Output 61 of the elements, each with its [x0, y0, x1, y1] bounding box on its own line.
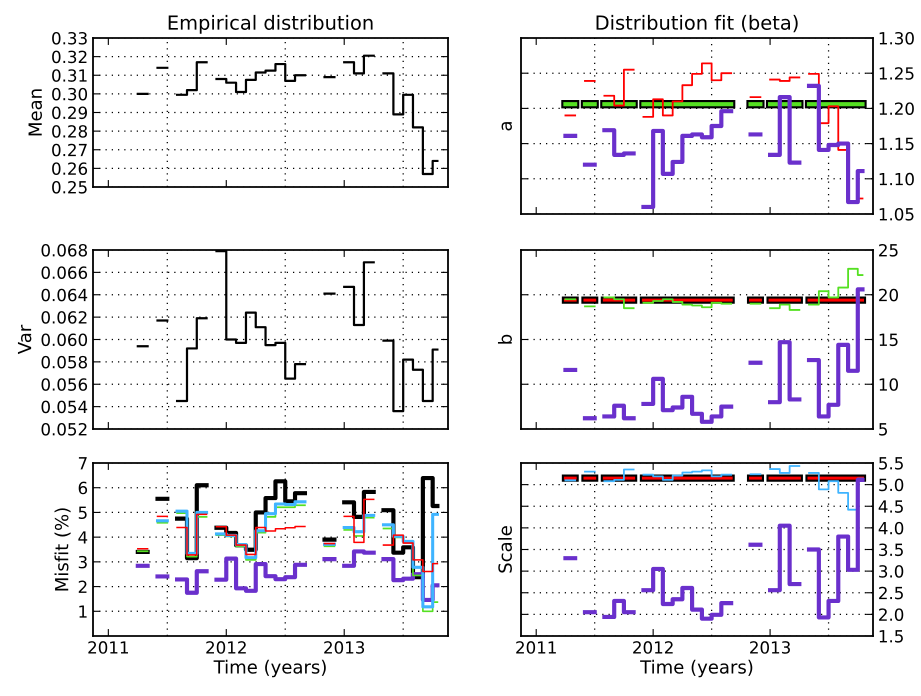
- y-tick-label: 1.20: [880, 102, 914, 115]
- y-tick-label: 1.05: [880, 208, 914, 221]
- x-axis-title: Time (years): [640, 660, 752, 678]
- y-tick-label: 1: [79, 605, 87, 618]
- y-tick-label: 10: [880, 378, 898, 391]
- y-tick-label: 1.5: [880, 630, 903, 643]
- y-tick-label: 0.054: [42, 400, 88, 414]
- y-tick-label: 2.0: [879, 608, 904, 621]
- y-tick-label: 0.25: [52, 180, 87, 194]
- x-tick-label: 2013: [324, 641, 364, 654]
- x-tick-label: 2013: [750, 641, 790, 654]
- y-axis-title: Mean: [28, 89, 42, 136]
- y-tick-label: 1.10: [880, 172, 914, 186]
- y-tick-label: 0.27: [52, 144, 87, 156]
- y-tick-label: 0.30: [52, 88, 88, 100]
- y-tick-label: 0.052: [42, 422, 86, 436]
- y-tick-label: 5: [879, 423, 888, 436]
- x-tick-label: 2011: [516, 641, 556, 654]
- y-axis-title: Misfit (%): [54, 508, 71, 590]
- y-tick-label: 0.29: [52, 106, 87, 120]
- y-tick-label: 0.062: [42, 311, 86, 324]
- y-tick-label: 0.060: [42, 333, 88, 346]
- y-tick-label: 25: [879, 244, 898, 257]
- y-tick-label: 0.058: [42, 356, 87, 368]
- y-tick-label: 0.068: [42, 244, 87, 257]
- y-tick-label: 5: [78, 506, 87, 519]
- y-axis-title: a: [502, 122, 512, 130]
- y-tick-label: 2.5: [879, 586, 903, 600]
- y-tick-label: 0.32: [52, 50, 86, 64]
- y-tick-label: 4.5: [878, 500, 903, 513]
- y-tick-label: 4.0: [878, 522, 904, 534]
- y-tick-label: 4: [78, 531, 88, 544]
- chart-title: Empirical distribution: [168, 14, 373, 34]
- y-tick-label: 3.0: [879, 565, 904, 578]
- y-tick-label: 0.28: [52, 125, 87, 138]
- x-axis-title: Time (years): [214, 660, 326, 678]
- y-axis-title: Var: [18, 324, 32, 354]
- y-tick-label: 7: [78, 457, 87, 470]
- y-tick-label: 3: [78, 556, 87, 568]
- y-tick-label: 1.15: [880, 138, 914, 150]
- y-tick-label: 5.0: [879, 478, 904, 492]
- y-tick-label: 5.5: [879, 457, 903, 470]
- y-tick-label: 0.066: [42, 266, 88, 279]
- y-tick-label: 20: [879, 288, 898, 302]
- y-tick-label: 0.056: [42, 378, 88, 391]
- y-tick-label: 0.33: [52, 32, 87, 45]
- y-tick-label: 0.31: [52, 69, 87, 82]
- y-tick-label: 0.064: [42, 288, 88, 302]
- x-tick-label: 2012: [633, 641, 673, 654]
- x-tick-label: 2012: [206, 641, 246, 654]
- x-tick-label: 2011: [88, 641, 128, 654]
- y-tick-label: 1.30: [880, 32, 914, 45]
- y-tick-label: 0.26: [52, 162, 88, 175]
- y-axis-title: b: [498, 334, 512, 344]
- y-axis-title: Scale: [498, 526, 512, 573]
- y-tick-label: 15: [880, 334, 898, 346]
- y-tick-label: 3.5: [879, 543, 903, 556]
- chart-title: Distribution fit (beta): [596, 14, 798, 32]
- y-tick-label: 2: [78, 580, 86, 593]
- y-tick-label: 1.25: [880, 67, 914, 80]
- y-tick-label: 6: [78, 482, 88, 494]
